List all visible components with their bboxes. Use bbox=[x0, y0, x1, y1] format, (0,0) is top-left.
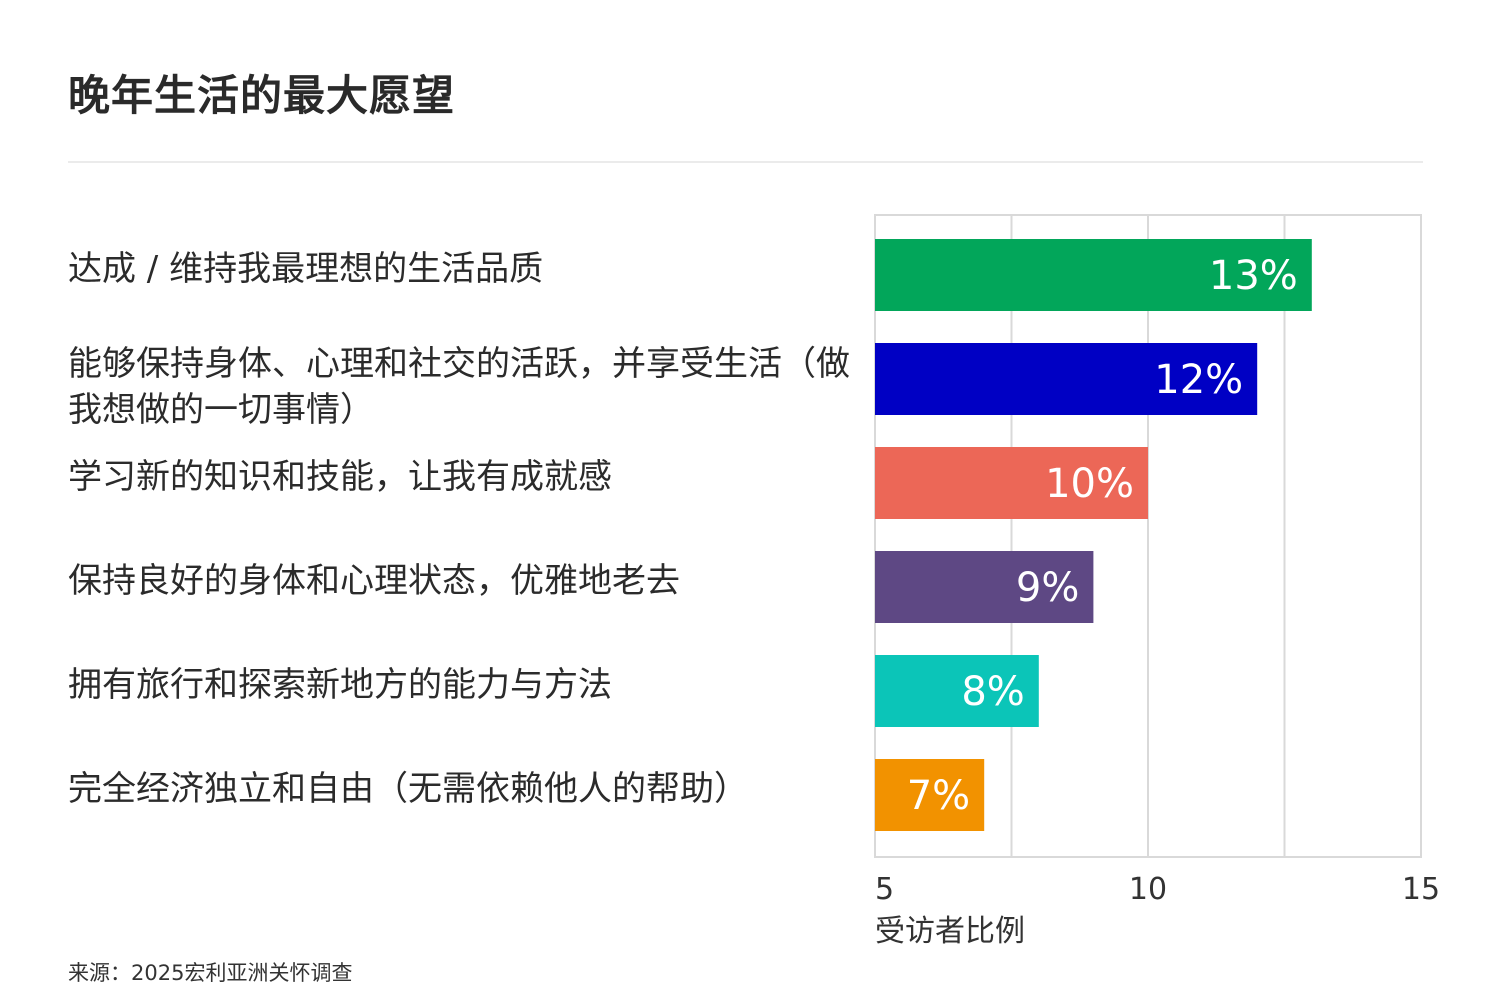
bar-value-label: 12% bbox=[1154, 357, 1243, 403]
category-label: 拥有旅行和探索新地方的能力与方法 bbox=[68, 665, 612, 705]
x-tick-label: 10 bbox=[1129, 872, 1167, 907]
category-label: 完全经济独立和自由（无需依赖他人的帮助） bbox=[68, 769, 748, 809]
title-divider bbox=[68, 161, 1423, 163]
category-label: 学习新的知识和技能，让我有成就感 bbox=[68, 457, 612, 497]
source-note: 来源：2025宏利亚洲关怀调查 bbox=[68, 961, 353, 985]
chart-title: 晚年生活的最大愿望 bbox=[68, 71, 456, 120]
category-label: 达成 / 维持我最理想的生活品质 bbox=[68, 249, 544, 289]
bar bbox=[875, 759, 985, 831]
bar bbox=[875, 239, 1312, 311]
bar-value-label: 7% bbox=[907, 773, 970, 819]
bar-chart: 5 10 15 受访者比例 13% 12% 10% 9% 8% 7% bbox=[874, 214, 1440, 949]
bar-value-label: 13% bbox=[1209, 253, 1298, 299]
bar bbox=[875, 551, 1094, 623]
category-label: 保持良好的身体和心理状态，优雅地老去 bbox=[68, 561, 680, 601]
x-tick-label: 5 bbox=[875, 872, 894, 907]
bar-value-label: 8% bbox=[961, 669, 1024, 715]
bar-value-label: 10% bbox=[1045, 461, 1134, 507]
bar bbox=[875, 655, 1039, 727]
x-axis-label: 受访者比例 bbox=[875, 914, 1025, 949]
x-tick-label: 15 bbox=[1402, 872, 1440, 907]
bar-value-label: 9% bbox=[1016, 565, 1079, 611]
bar bbox=[875, 343, 1258, 415]
bar bbox=[875, 447, 1148, 519]
category-label: 能够保持身体、心理和社交的活跃，并享受生活（做我想做的一切事情） bbox=[68, 344, 850, 430]
